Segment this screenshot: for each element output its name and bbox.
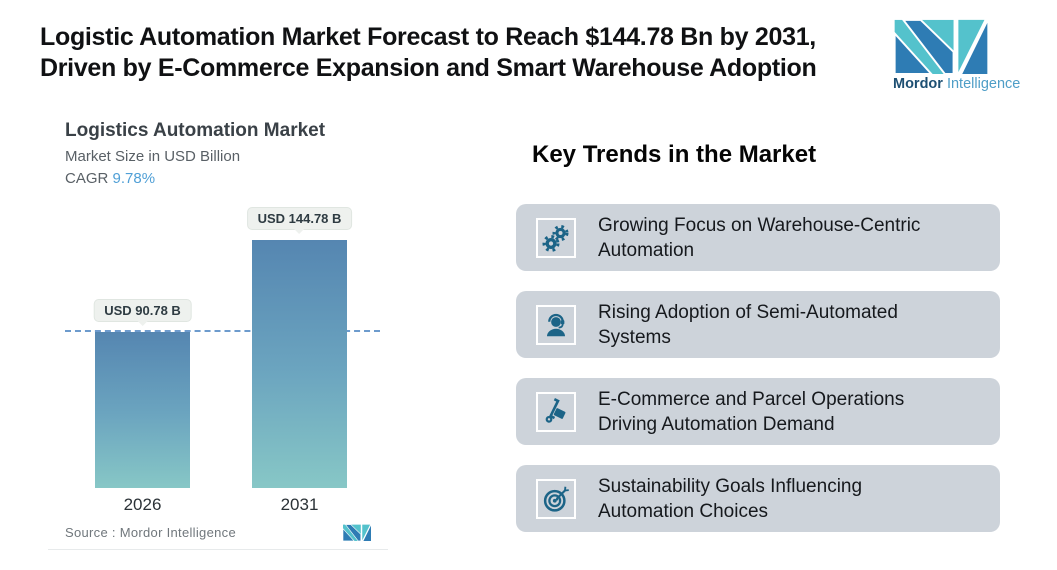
trend-text: Rising Adoption of Semi-Automated System…: [598, 301, 898, 348]
cagr-label: CAGR: [65, 170, 109, 187]
icon-frame: [536, 478, 576, 519]
value-label-2026: USD 90.78 B: [104, 303, 181, 318]
bar-group-2031: USD 144.78 B: [246, 207, 353, 488]
logo-wordmark: Mordor Intelligence: [893, 76, 1020, 92]
logo-word-bold: Mordor: [893, 76, 943, 92]
x-axis-label-2026: 2026: [123, 495, 162, 514]
trend-card-warehouse-automation: Growing Focus on Warehouse-Centric Autom…: [516, 204, 1000, 271]
page-title-line2: Driven by E-Commerce Expansion and Smart…: [40, 54, 817, 82]
icon-frame: [536, 391, 576, 432]
support-agent-icon: [547, 313, 565, 336]
trend-text: Sustainability Goals Influencing Automat…: [598, 475, 863, 522]
trend-text: Growing Focus on Warehouse-Centric Autom…: [598, 214, 921, 261]
target-arrow-icon: [543, 486, 569, 512]
icon-frame: [536, 304, 576, 345]
mordor-intelligence-logo: Mordor Intelligence: [893, 18, 1020, 92]
page-title-line1: Logistic Automation Market Forecast to R…: [40, 23, 816, 51]
chart-title: Logistics Automation Market: [65, 120, 326, 141]
bar-2031: [252, 240, 347, 488]
trends-heading: Key Trends in the Market: [532, 141, 817, 168]
page-title: Logistic Automation Market Forecast to R…: [40, 22, 870, 84]
cagr-value: 9.78%: [112, 170, 156, 187]
bar-group-2026: USD 90.78 B: [93, 210, 192, 488]
chart-subtitle: Market Size in USD Billion: [65, 148, 241, 165]
plot-area: USD 90.78 B USD 144.78 B: [48, 207, 388, 488]
value-callout-2026: USD 90.78 B: [93, 299, 192, 322]
trend-card-sustainability: Sustainability Goals Influencing Automat…: [516, 465, 1000, 532]
cagr-line: CAGR 9.78%: [65, 170, 155, 187]
trend-card-semi-automated: Rising Adoption of Semi-Automated System…: [516, 291, 1000, 358]
logo-word-light: Intelligence: [946, 76, 1021, 92]
source-text: Source : Mordor Intelligence: [65, 525, 236, 540]
icon-frame: [536, 217, 576, 258]
x-axis-label-2031: 2031: [280, 495, 319, 514]
source-logo-icon: [343, 524, 371, 541]
source-row: Source : Mordor Intelligence: [65, 524, 371, 541]
trend-card-ecommerce-parcel: E-Commerce and Parcel Operations Driving…: [516, 378, 1000, 445]
gears-icon: [542, 224, 569, 252]
mordor-intelligence-mark-icon: [893, 18, 988, 74]
hand-truck-icon: [545, 397, 566, 423]
dashed-reference-line: [65, 330, 380, 332]
key-trends-section: Key Trends in the Market Growing F: [516, 140, 1000, 532]
market-chart-panel: Logistics Automation Market Market Size …: [48, 110, 388, 550]
value-callout-2031: USD 144.78 B: [246, 207, 353, 230]
trend-text: E-Commerce and Parcel Operations Driving…: [598, 388, 905, 435]
value-label-2031: USD 144.78 B: [257, 211, 342, 226]
bar-2026: [95, 332, 190, 488]
